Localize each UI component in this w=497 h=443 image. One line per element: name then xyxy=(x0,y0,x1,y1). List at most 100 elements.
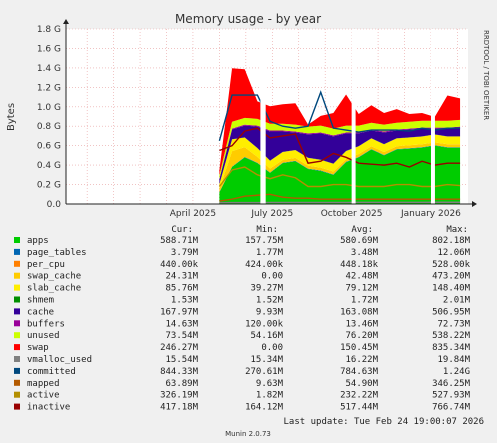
legend-max-swap: 835.34M xyxy=(432,343,471,353)
legend-cur-committed: 844.33M xyxy=(160,367,199,377)
legend-cur-mapped: 63.89M xyxy=(165,379,198,389)
legend-max-vmalloc_used: 19.84M xyxy=(437,355,470,365)
line-committed xyxy=(218,90,461,141)
legend-row-inactive: inactive 417.18M 164.12M 517.44M 766.74M xyxy=(14,403,471,413)
x-tick-label: July 2025 xyxy=(250,209,293,219)
legend-swatch-mapped xyxy=(14,379,20,386)
legend-row-swap_cache: swap_cache 24.31M 0.00 42.48M 473.20M xyxy=(14,272,471,282)
data-gap xyxy=(430,29,435,204)
legend-min-committed: 270.61M xyxy=(245,367,284,377)
y-tick-label: 0.0 xyxy=(47,200,62,210)
legend-max-swap_cache: 473.20M xyxy=(432,272,471,282)
legend-cur-buffers: 14.63M xyxy=(165,319,198,329)
legend-max-cache: 506.95M xyxy=(432,307,471,317)
munin-version: Munin 2.0.73 xyxy=(225,430,271,438)
legend-row-mapped: mapped 63.89M 9.63M 54.90M 346.25M xyxy=(14,379,471,389)
legend-swatch-inactive xyxy=(14,403,20,410)
legend-min-active: 1.82M xyxy=(256,391,284,401)
legend-min-cache: 9.93M xyxy=(256,307,284,317)
x-tick-labels: April 2025 July 2025 October 2025 January 2… xyxy=(170,209,461,219)
legend-swatch-shmem xyxy=(14,296,20,303)
legend-name-cache: cache xyxy=(27,307,54,317)
y-tick-label: 1.0 G xyxy=(37,103,61,113)
x-tick-label: January 2026 xyxy=(400,209,461,219)
legend-name-committed: committed xyxy=(27,367,76,377)
legend-avg-buffers: 13.46M xyxy=(345,319,378,329)
legend-max-mapped: 346.25M xyxy=(432,379,471,389)
legend-swatch-cache xyxy=(14,308,20,315)
legend-row-committed: committed 844.33M 270.61M 784.63M 1.24G xyxy=(14,367,470,377)
legend-avg-unused: 76.20M xyxy=(345,331,378,341)
legend-swatch-page_tables xyxy=(14,248,20,255)
legend-max-buffers: 72.73M xyxy=(437,319,470,329)
legend-name-inactive: inactive xyxy=(27,403,70,413)
legend-row-per_cpu: per_cpu 440.00k 424.00k 448.18k 528.00k xyxy=(14,260,471,270)
legend-swatch-slab_cache xyxy=(14,284,20,291)
legend-avg-slab_cache: 79.12M xyxy=(345,284,378,294)
legend-name-swap_cache: swap_cache xyxy=(27,272,81,282)
x-tick-label: October 2025 xyxy=(321,209,383,219)
legend-name-mapped: mapped xyxy=(27,379,60,389)
legend-name-buffers: buffers xyxy=(27,319,65,329)
y-tick-labels: 0.0 0.2 G 0.4 G 0.6 G 0.8 G 1.0 G 1.2 G 1.4 G 1.… xyxy=(37,25,61,210)
legend-table: Cur: Min: Avg: Max: apps 588.71M 157.75M 58… xyxy=(14,225,471,413)
x-axis-arrow xyxy=(472,201,477,207)
legend-max-page_tables: 12.06M xyxy=(437,248,470,258)
legend-cur-cache: 167.97M xyxy=(160,307,199,317)
legend-cur-vmalloc_used: 15.54M xyxy=(165,355,198,365)
legend-avg-page_tables: 3.48M xyxy=(351,248,379,258)
data-gap xyxy=(260,29,266,204)
line-active xyxy=(218,166,461,188)
legend-header-avg: Avg: xyxy=(351,225,373,235)
legend-max-unused: 538.22M xyxy=(432,331,471,341)
y-axis-label: Bytes xyxy=(6,103,17,131)
legend-max-inactive: 766.74M xyxy=(432,403,471,413)
y-axis-arrow xyxy=(63,19,69,24)
area-slab_cache xyxy=(219,134,461,189)
legend-avg-inactive: 517.44M xyxy=(340,403,379,413)
y-tick-label: 1.6 G xyxy=(37,44,61,54)
legend-min-shmem: 1.52M xyxy=(256,296,284,306)
y-tick-label: 0.8 G xyxy=(37,122,61,132)
legend-cur-swap_cache: 24.31M xyxy=(165,272,198,282)
legend-avg-swap_cache: 42.48M xyxy=(345,272,378,282)
legend-avg-apps: 580.69M xyxy=(340,236,379,246)
legend-min-slab_cache: 39.27M xyxy=(250,284,283,294)
overlay-lines xyxy=(218,90,461,204)
data-gaps xyxy=(260,29,435,204)
legend-row-slab_cache: slab_cache 85.76M 39.27M 79.12M 148.40M xyxy=(14,284,471,294)
legend-swatch-vmalloc_used xyxy=(14,356,20,362)
legend-avg-cache: 163.08M xyxy=(340,307,379,317)
area-swap xyxy=(219,68,461,175)
legend-avg-committed: 784.63M xyxy=(340,367,379,377)
legend-cur-shmem: 1.53M xyxy=(171,296,199,306)
legend-header-min: Min: xyxy=(256,225,278,235)
legend-row-page_tables: page_tables 3.79M 1.77M 3.48M 12.06M xyxy=(14,248,471,258)
x-tick-label: April 2025 xyxy=(170,209,216,219)
legend-cur-unused: 73.54M xyxy=(165,331,198,341)
legend-cur-per_cpu: 440.00k xyxy=(160,260,199,270)
legend-avg-shmem: 1.72M xyxy=(351,296,379,306)
legend-cur-swap: 246.27M xyxy=(160,343,199,353)
legend-min-mapped: 9.63M xyxy=(256,379,284,389)
y-tick-label: 1.4 G xyxy=(37,64,61,74)
legend-cur-apps: 588.71M xyxy=(160,236,199,246)
legend-row-unused: unused 73.54M 54.16M 76.20M 538.22M xyxy=(14,331,471,341)
area-swap_cache xyxy=(219,142,461,192)
legend-max-slab_cache: 148.40M xyxy=(432,284,471,294)
legend-swatch-buffers xyxy=(14,320,20,327)
legend-swatch-unused xyxy=(14,332,20,339)
legend-name-swap: swap xyxy=(27,343,49,353)
y-tick-label: 0.6 G xyxy=(37,142,61,152)
legend-swatch-per_cpu xyxy=(14,260,20,267)
legend-avg-vmalloc_used: 16.22M xyxy=(345,355,378,365)
legend-avg-per_cpu: 448.18k xyxy=(340,260,379,270)
legend-min-apps: 157.75M xyxy=(245,236,284,246)
legend-cur-slab_cache: 85.76M xyxy=(165,284,198,294)
legend-max-per_cpu: 528.00k xyxy=(432,260,471,270)
legend-name-page_tables: page_tables xyxy=(27,248,87,258)
legend-swatch-active xyxy=(14,391,20,398)
legend-header-max: Max: xyxy=(446,225,468,235)
legend-cur-inactive: 417.18M xyxy=(160,403,199,413)
